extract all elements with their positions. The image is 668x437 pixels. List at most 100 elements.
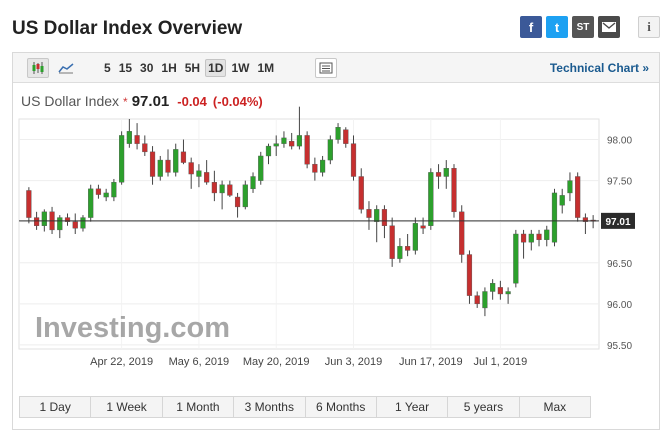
candle — [296, 106, 303, 150]
y-tick-label: 96.50 — [607, 259, 632, 270]
candle — [358, 168, 364, 214]
candle — [180, 139, 187, 165]
candle — [111, 178, 117, 202]
candle — [582, 213, 589, 234]
period-1h[interactable]: 1H — [161, 61, 177, 75]
candle-body — [381, 209, 388, 226]
candle — [64, 213, 71, 226]
candle — [389, 217, 395, 267]
candle-body — [57, 217, 63, 231]
candle-body — [559, 195, 565, 206]
candle — [428, 168, 434, 230]
candle — [544, 225, 550, 247]
range-5-years[interactable]: 5 years — [448, 397, 520, 417]
candle — [196, 164, 202, 188]
candle-body — [88, 188, 94, 218]
candle-body — [111, 182, 117, 198]
candle-body — [358, 176, 364, 210]
instrument-name: US Dollar Index — [21, 93, 120, 109]
candle — [250, 172, 256, 193]
candle — [474, 291, 480, 308]
info-icon[interactable]: i — [638, 16, 660, 38]
candle — [119, 131, 125, 185]
facebook-share-icon[interactable]: f — [520, 16, 542, 38]
chart-toolbar: 5 15 30 1H 5H 1D 1W 1M Technical Chart » — [13, 53, 659, 83]
twitter-share-icon[interactable]: t — [546, 16, 568, 38]
candle — [575, 172, 581, 222]
candles — [26, 106, 596, 317]
candle-body — [180, 151, 187, 163]
candle-body — [72, 221, 78, 229]
candle-body — [26, 190, 32, 218]
candle-body — [250, 176, 256, 190]
technical-chart-link[interactable]: Technical Chart » — [549, 61, 649, 75]
candle-body — [80, 217, 86, 229]
period-selector: 5 15 30 1H 5H 1D 1W 1M — [101, 59, 277, 77]
y-tick-label: 96.00 — [607, 300, 632, 311]
period-1m[interactable]: 1M — [257, 61, 275, 75]
range-3-months[interactable]: 3 Months — [234, 397, 306, 417]
candlestick-chart[interactable]: Investing.com 98.0097.5097.0096.5096.009… — [13, 53, 659, 393]
candlestick-chart-icon[interactable] — [27, 58, 49, 78]
x-tick-label: May 6, 2019 — [169, 356, 230, 368]
candle-body — [428, 172, 434, 226]
candle — [381, 205, 388, 239]
candle-body — [335, 127, 341, 140]
email-share-icon[interactable] — [598, 16, 620, 38]
period-5h[interactable]: 5H — [184, 61, 201, 75]
candle — [366, 201, 372, 230]
candle-body — [350, 143, 357, 177]
y-tick-label: 97.50 — [607, 177, 632, 188]
candle — [520, 229, 527, 259]
candle-body — [296, 135, 303, 147]
candle-body — [134, 135, 140, 144]
candle — [289, 132, 295, 150]
range-1-week[interactable]: 1 Week — [91, 397, 163, 417]
range-max[interactable]: Max — [543, 400, 567, 414]
candle-body — [366, 209, 372, 218]
period-1d[interactable]: 1D — [205, 59, 227, 77]
candle-body — [443, 168, 449, 177]
candle-body — [273, 143, 279, 147]
candle — [88, 184, 94, 222]
range-1-year[interactable]: 1 Year — [377, 397, 449, 417]
candle — [559, 188, 565, 214]
candle — [459, 205, 465, 263]
candle — [312, 157, 318, 181]
last-price-tag — [601, 212, 635, 229]
candle — [551, 188, 558, 247]
candle — [536, 229, 542, 247]
period-5[interactable]: 5 — [104, 61, 111, 75]
period-1w[interactable]: 1W — [231, 61, 250, 75]
period-15[interactable]: 15 — [118, 61, 133, 75]
candle — [126, 119, 132, 148]
settings-panel-icon[interactable] — [315, 58, 337, 78]
candle — [227, 180, 233, 198]
candle-body — [234, 196, 241, 208]
candle-body — [103, 192, 109, 198]
realtime-star-icon: * — [123, 95, 128, 109]
candle — [497, 280, 503, 300]
candle — [466, 250, 473, 304]
candle — [80, 215, 86, 232]
price-change: -0.04 — [177, 94, 207, 109]
candle-body — [513, 233, 519, 284]
area-chart-icon[interactable] — [55, 58, 77, 78]
range-1-month[interactable]: 1 Month — [163, 397, 235, 417]
range-6-months[interactable]: 6 Months — [306, 397, 377, 417]
share-bar: f t ST i — [520, 16, 660, 38]
candle-body — [466, 254, 473, 296]
stocktwits-share-icon[interactable]: ST — [572, 16, 594, 38]
y-tick-label: 98.00 — [607, 136, 632, 147]
candle — [103, 188, 109, 202]
candle — [420, 217, 426, 234]
range-1-day[interactable]: 1 Day — [20, 397, 92, 417]
candle-body — [482, 291, 488, 309]
candle-body — [64, 217, 71, 222]
last-price-tag-label: 97.01 — [605, 217, 630, 228]
period-30[interactable]: 30 — [140, 61, 154, 75]
candle-body — [41, 211, 47, 226]
candle-body — [196, 170, 202, 177]
candle-body — [412, 223, 418, 251]
